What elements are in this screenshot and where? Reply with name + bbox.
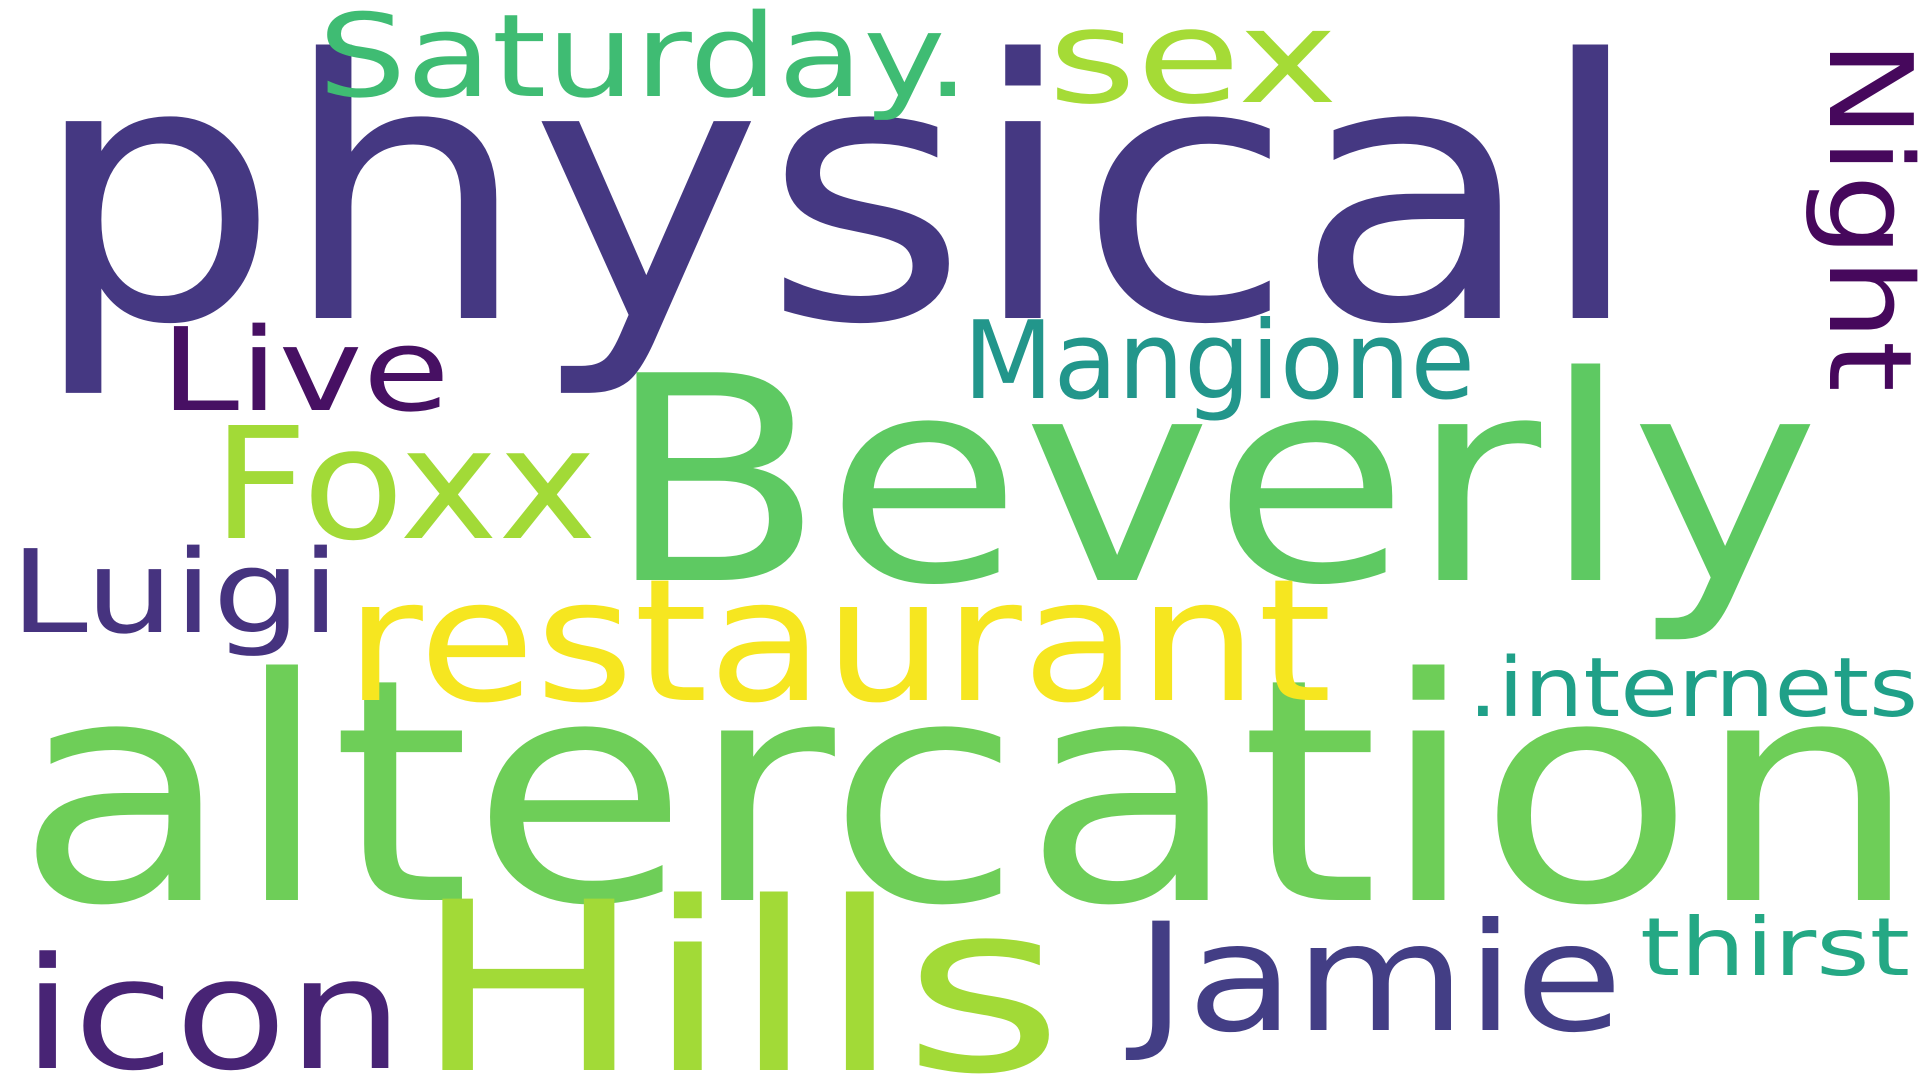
word-foxx: Foxx (212, 394, 597, 575)
word-physical: physical (30, 0, 1645, 403)
word-jamie: Jamie (1126, 892, 1623, 1066)
word-hills: Hills (412, 853, 1064, 1080)
word-restaurant: restaurant (345, 543, 1332, 741)
word-mangione: Mangione (963, 299, 1475, 424)
word-icon: icon (22, 924, 404, 1080)
word-internets: .internets (1468, 641, 1918, 736)
word-luigi: Luigi (10, 526, 340, 660)
word-saturday: Saturday. (318, 0, 970, 124)
word-night: Night (1802, 40, 1920, 392)
word-altercation: altercation (15, 613, 1920, 974)
word-beverly: Beverly (605, 316, 1820, 648)
word-sex: sex (1048, 0, 1338, 133)
word-thirst: thirst (1640, 901, 1910, 994)
word-live: Live (160, 304, 450, 438)
